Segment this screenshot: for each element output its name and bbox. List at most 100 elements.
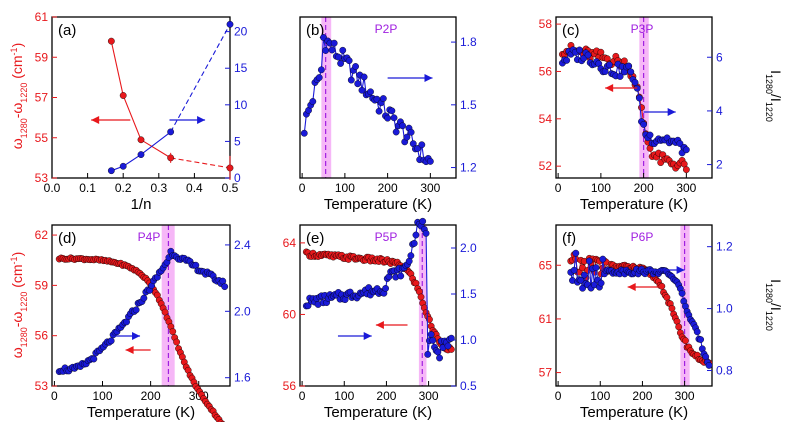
series-line-solid (110, 41, 171, 159)
blue-data-point (410, 239, 418, 247)
x-tick-label: 0 (555, 389, 562, 403)
blue-data-point (352, 63, 359, 70)
y-left-tick-label: 58 (539, 17, 553, 31)
blue-data-point (436, 354, 443, 362)
blue-data-point (434, 348, 442, 356)
data-point (137, 151, 145, 158)
y-left-tick-label: 61 (35, 10, 49, 24)
red-data-point (169, 328, 177, 335)
blue-data-point (140, 294, 148, 302)
x-axis-label: Temperature (K) (324, 404, 432, 421)
blue-data-point (585, 257, 593, 265)
panel-title: P4P (138, 230, 161, 244)
x-axis-label: 1/n (131, 196, 152, 213)
panel-e: 0 100 200 300 56 60 64 0.5 1.0 1.5 2.0 (e) P5P Temper… (283, 217, 477, 421)
data-point (107, 167, 115, 175)
blue-data-point (335, 53, 342, 61)
arrow-head (197, 116, 206, 124)
blue-data-point (397, 272, 405, 280)
blue-data-point (379, 95, 387, 102)
plot-frame (555, 224, 713, 387)
data-point (119, 92, 127, 99)
y-right-tick-label: 1.5 (460, 98, 477, 112)
blue-data-point (317, 66, 325, 74)
y-left-tick-label: 56 (539, 64, 553, 78)
blue-data-point (572, 249, 580, 257)
blue-data-point (390, 114, 398, 122)
transition-band (321, 17, 332, 178)
y-right-tick-label: 4 (716, 104, 723, 118)
panel-label: (f) (562, 230, 576, 247)
x-tick-label: 0 (555, 181, 562, 195)
blue-data-point (392, 128, 400, 136)
y-left-tick-label: 52 (539, 159, 553, 173)
blue-data-point (322, 47, 330, 54)
blue-data-point (580, 271, 588, 279)
panel-f: 0 100 200 300 57 61 65 0.8 1.0 1.2 (f) P6P Temperatu… (539, 224, 733, 421)
plot-frame (299, 224, 457, 387)
blue-data-point (309, 98, 317, 105)
y-right-tick-label: 1.8 (460, 35, 477, 49)
panel-label: (c) (562, 22, 580, 39)
blue-data-point (337, 60, 345, 67)
y-right-tick-label: 2.0 (234, 304, 251, 318)
y-right-tick-label: 2.4 (234, 238, 251, 252)
blue-data-point (422, 229, 430, 237)
x-tick-label: 200 (632, 389, 652, 403)
arrow-head (627, 283, 636, 291)
panel-label: (e) (306, 230, 324, 247)
blue-data-point (592, 264, 600, 271)
blue-data-point (107, 337, 115, 345)
blue-data-point (577, 276, 585, 284)
arrow-head (363, 332, 372, 340)
x-tick-label: 300 (675, 389, 695, 403)
data-point (137, 136, 145, 144)
red-data-point (668, 304, 676, 312)
arrow-head (375, 321, 384, 329)
x-axis-label: Temperature (K) (87, 404, 195, 421)
x-tick-label: 200 (141, 389, 161, 403)
red-data-point (417, 293, 425, 301)
blue-data-point (678, 289, 686, 297)
arrow-head (125, 346, 134, 354)
x-tick-label: 200 (376, 389, 396, 403)
y-right-tick-label: 1.0 (716, 302, 733, 316)
blue-data-point (358, 86, 366, 94)
arrow-head (91, 116, 100, 124)
series-line-dashed (170, 24, 231, 133)
panel-title: P2P (375, 22, 398, 36)
x-tick-label: 0.0 (44, 181, 61, 195)
y-right-tick-label: 1.0 (460, 333, 477, 347)
x-tick-label: 0.5 (222, 181, 239, 195)
plot-frame (555, 16, 713, 179)
blue-data-point (354, 80, 362, 88)
y-right-tick-label: 1.2 (460, 161, 477, 175)
y-right-axis-label: I1280/I1220 (764, 70, 784, 122)
y-left-tick-label: 65 (539, 258, 553, 272)
red-data-point (173, 338, 181, 346)
blue-data-point (367, 88, 374, 96)
y-right-tick-label: 6 (716, 50, 723, 64)
arrow-head (667, 108, 676, 116)
y-right-tick-label: 2.0 (460, 241, 477, 255)
x-tick-label: 0.2 (115, 181, 132, 195)
blue-data-point (360, 73, 368, 81)
blue-data-point (419, 217, 427, 225)
blue-data-point (418, 141, 426, 149)
red-data-point (682, 337, 689, 345)
x-tick-label: 0.3 (150, 181, 167, 195)
x-tick-label: 200 (634, 181, 654, 195)
blue-data-point (414, 145, 421, 152)
panel-label: (a) (58, 22, 76, 39)
x-tick-label: 0 (51, 389, 58, 403)
y-left-tick-label: 55 (35, 131, 49, 145)
y-left-tick-label: 59 (35, 50, 49, 64)
y-right-tick-label: 15 (234, 61, 248, 75)
panel-title: P6P (631, 230, 654, 244)
blue-data-point (132, 306, 140, 314)
y-right-tick-label: 1.6 (234, 371, 251, 385)
red-data-point (682, 166, 690, 174)
arrow-head (424, 74, 433, 82)
x-tick-label: 300 (676, 181, 696, 195)
